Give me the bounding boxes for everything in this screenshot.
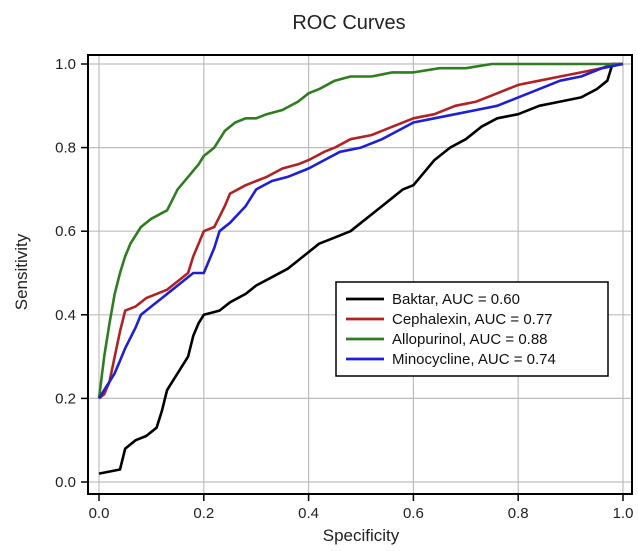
y-axis-ticks: 0.0 0.2 0.4 0.6 0.8 1.0 <box>55 56 88 491</box>
y-axis-label: Sensitivity <box>12 233 31 310</box>
x-axis-ticks: 0.0 0.2 0.4 0.6 0.8 1.0 <box>89 494 634 522</box>
y-tick-label: 0.8 <box>55 140 76 157</box>
x-tick-label: 1.0 <box>613 505 634 522</box>
chart-title: ROC Curves <box>292 12 405 34</box>
x-tick-label: 0.6 <box>403 505 424 522</box>
series-lines <box>97 62 624 475</box>
legend-label: Minocycline, AUC = 0.74 <box>392 351 556 368</box>
plot-frame <box>87 54 633 495</box>
legend-label: Allopurinol, AUC = 0.88 <box>392 331 548 348</box>
legend: Baktar, AUC = 0.60 Cephalexin, AUC = 0.77… <box>335 281 609 377</box>
x-tick-label: 0.8 <box>508 505 529 522</box>
roc-line-3 <box>97 62 624 400</box>
y-tick-label: 0.2 <box>55 390 76 407</box>
x-tick-label: 0.2 <box>193 505 214 522</box>
grid-lines <box>88 55 632 494</box>
legend-label: Baktar, AUC = 0.60 <box>392 291 520 308</box>
y-tick-label: 0.4 <box>55 307 76 324</box>
roc-line-0 <box>98 62 623 475</box>
roc-line-2 <box>97 62 623 399</box>
y-tick-label: 0.6 <box>55 223 76 240</box>
x-tick-label: 0.0 <box>89 505 110 522</box>
y-tick-label: 0.0 <box>55 474 76 491</box>
y-tick-label: 1.0 <box>55 56 76 73</box>
x-axis-label: Specificity <box>323 526 400 545</box>
x-tick-label: 0.4 <box>298 505 319 522</box>
roc-line-1 <box>98 62 623 400</box>
legend-label: Cephalexin, AUC = 0.77 <box>392 311 553 328</box>
